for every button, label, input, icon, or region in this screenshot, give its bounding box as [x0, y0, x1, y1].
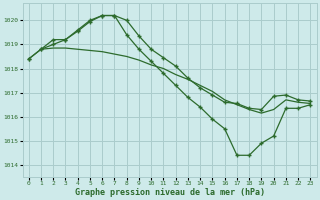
X-axis label: Graphe pression niveau de la mer (hPa): Graphe pression niveau de la mer (hPa) [75, 188, 265, 197]
